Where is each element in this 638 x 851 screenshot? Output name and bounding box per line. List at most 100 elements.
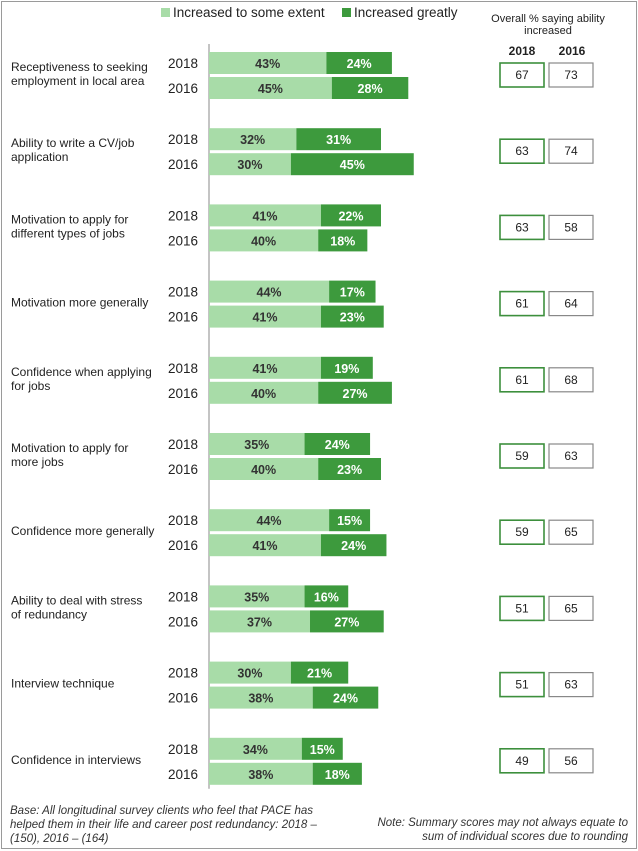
bar-segment-some [209,305,321,328]
category-label: Ability to write a CV/job application [11,136,135,164]
legend-label-some: Increased to some extent [173,5,325,20]
legend-swatch-some [161,8,170,17]
year-label: 2018 [168,589,198,604]
stacked-bar-chart: Increased to some extent Increased greatl… [11,5,605,789]
summary-box-2016 [548,671,594,698]
category-label: Confidence when applying for jobs [11,365,152,393]
data-label-greatly: 17% [340,286,365,300]
year-label: 2016 [168,386,198,401]
bar-segment-greatly [310,610,384,633]
summary-value-2016: 65 [564,601,578,615]
summary-value-2018: 61 [515,297,529,311]
bar-segment-some [209,433,305,455]
data-label-some: 44% [257,514,282,528]
year-label: 2016 [168,310,198,325]
summary-box-2016 [548,62,594,88]
bar-segment-some [209,509,330,532]
bar-segment-greatly [290,661,349,684]
bar-segment-some [209,534,321,557]
bar-segment-greatly [296,128,381,151]
bar-segment-greatly [304,585,349,608]
summary-value-2016: 74 [564,144,578,158]
summary-box-2016 [548,138,594,164]
category-label: Interview technique [11,677,115,691]
bar-segment-some [209,204,321,227]
bar-segment-greatly [329,280,376,303]
category-label: Receptiveness to seeking employment in lo… [11,60,148,88]
summary-value-2016: 56 [564,754,578,768]
category-label: Ability to deal with stress of redundancy [11,593,142,621]
summary-value-2018: 67 [515,68,529,82]
category-label: Confidence more generally [11,524,154,538]
bar-segment-greatly [320,534,387,557]
bar-segment-some [209,153,291,176]
bar-segment-greatly [318,458,381,480]
summary-header: Overall % saying ability increased [491,13,605,37]
summary-box-2018 [499,214,545,241]
data-label-some: 41% [252,209,277,223]
year-label: 2018 [168,666,198,681]
category-label: Confidence in interviews [11,753,141,767]
bar-segment-some [209,661,291,684]
data-label-some: 44% [257,286,282,300]
bar-segment-some [209,458,319,480]
data-label-greatly: 23% [340,311,365,325]
summary-value-2016: 63 [564,449,578,463]
bar-segment-some [209,381,319,404]
year-label: 2016 [168,691,198,706]
summary-value-2016: 64 [564,297,578,311]
year-label: 2016 [168,462,198,477]
data-label-some: 38% [248,692,273,706]
summary-year-2016: 2016 [559,44,586,58]
bar-segment-some [209,52,327,74]
category-label: Motivation to apply for more jobs [11,441,128,469]
summary-year-2018: 2018 [509,44,536,58]
base-note: Base: All longitudinal survey clients wh… [10,805,317,845]
summary-value-2018: 63 [515,144,529,158]
data-label-greatly: 27% [343,387,368,401]
bar-segment-greatly [304,433,371,455]
year-label: 2018 [168,56,198,71]
category-label: Motivation to apply for different types o… [11,212,128,240]
data-label-greatly: 15% [337,514,362,528]
data-label-some: 35% [244,590,269,604]
summary-box-2016 [548,595,594,622]
summary-value-2016: 58 [564,220,578,234]
bar-segment-greatly [290,153,414,176]
legend-swatch-greatly [342,8,351,17]
data-label-greatly: 31% [326,133,351,147]
year-label: 2016 [168,81,198,96]
summary-box-2016 [548,748,594,774]
data-label-some: 41% [252,311,277,325]
data-label-some: 43% [255,57,280,71]
bar-segment-some [209,762,313,785]
data-label-greatly: 18% [330,234,355,248]
summary-box-2016 [548,214,594,240]
year-label: 2016 [168,767,198,782]
summary-value-2018: 59 [515,449,529,463]
data-label-greatly: 23% [337,463,362,477]
data-label-greatly: 19% [334,362,359,376]
data-label-some: 34% [243,743,268,757]
summary-value-2018: 51 [515,678,529,692]
year-label: 2018 [168,285,198,300]
data-label-greatly: 27% [334,615,359,629]
summary-box-2016 [548,519,594,545]
legend-label-greatly: Increased greatly [354,5,458,20]
summary-value-2016: 73 [564,68,578,82]
data-label-greatly: 24% [341,539,366,553]
data-label-greatly: 24% [347,57,372,71]
bar-segment-some [209,610,311,633]
summary-value-2018: 59 [515,525,529,539]
summary-box-2016 [548,291,594,317]
bar-segment-greatly [320,204,381,227]
data-label-greatly: 21% [307,667,332,681]
bar-segment-greatly [312,686,379,709]
summary-value-2016: 65 [564,525,578,539]
summary-box-2016 [548,443,594,469]
data-label-some: 37% [247,615,272,629]
bar-segment-greatly [320,305,384,328]
summary-box-2018 [499,366,545,393]
bar-segment-greatly [318,381,392,404]
data-label-greatly: 28% [358,82,383,96]
